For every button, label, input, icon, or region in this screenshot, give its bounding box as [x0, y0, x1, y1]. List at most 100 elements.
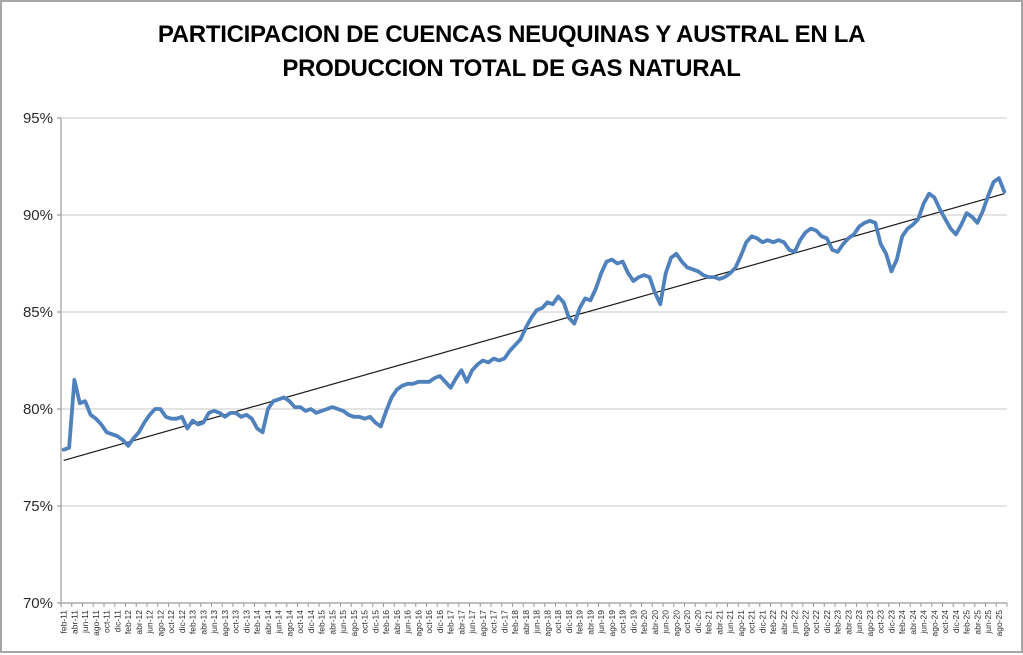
- x-tick-label: abr-24: [908, 610, 918, 635]
- y-tick-label: 70%: [23, 595, 53, 612]
- x-tick-label: jun-17: [467, 610, 477, 635]
- x-tick-label: feb-12: [123, 610, 133, 634]
- x-tick-label: oct-17: [489, 610, 499, 634]
- x-tick-label: abr-23: [843, 610, 853, 635]
- x-tick-label: oct-11: [102, 610, 112, 633]
- x-tick-label: oct-24: [940, 610, 950, 634]
- x-tick-label: jun-19: [596, 610, 606, 635]
- y-tick-label: 95%: [23, 110, 53, 127]
- x-tick-label: dic-22: [822, 610, 832, 633]
- y-tick-label: 90%: [23, 207, 53, 224]
- x-tick-label: oct-23: [876, 610, 886, 634]
- x-tick-label: oct-12: [166, 610, 176, 634]
- x-tick-label: oct-13: [231, 610, 241, 634]
- x-tick-label: feb-21: [704, 610, 714, 634]
- x-tick-label: feb-15: [317, 610, 327, 634]
- x-tick-label: oct-18: [553, 610, 563, 634]
- x-tick-label: feb-17: [446, 610, 456, 634]
- x-tick-label: dic-19: [628, 610, 638, 633]
- x-tick-label: ago-25: [994, 610, 1004, 637]
- x-tick-label: abr-15: [327, 610, 337, 635]
- x-tick-label: dic-23: [886, 610, 896, 633]
- x-tick-label: ago-12: [155, 610, 165, 637]
- x-tick-label: oct-22: [811, 610, 821, 634]
- x-tick-label: feb-24: [897, 610, 907, 634]
- x-tick-label: feb-16: [381, 610, 391, 634]
- x-tick-label: jun-12: [145, 610, 155, 635]
- x-tick-label: jun-14: [274, 610, 284, 635]
- x-tick-label: jun-16: [403, 610, 413, 635]
- x-tick-label: abr-22: [779, 610, 789, 635]
- x-tick-label: ago-19: [607, 610, 617, 637]
- x-tick-label: jun-13: [209, 610, 219, 635]
- x-tick-label: ago-18: [542, 610, 552, 637]
- x-tick-label: jun-22: [790, 610, 800, 635]
- x-tick-label: jun-20: [661, 610, 671, 635]
- y-tick-label: 80%: [23, 401, 53, 418]
- x-tick-label: jun-15: [338, 610, 348, 635]
- x-tick-label: feb-18: [510, 610, 520, 634]
- x-tick-label: ago-21: [736, 610, 746, 637]
- x-tick-label: oct-14: [295, 610, 305, 634]
- x-tick-label: abr-13: [198, 610, 208, 635]
- chart-title: PARTICIPACION DE CUENCAS NEUQUINAS Y AUS…: [2, 18, 1021, 86]
- x-tick-label: ago-20: [671, 610, 681, 637]
- x-tick-label: ago-23: [865, 610, 875, 637]
- x-tick-label: abr-18: [521, 610, 531, 635]
- x-tick-label: ago-22: [800, 610, 810, 637]
- x-tick-label: ago-14: [284, 610, 294, 637]
- x-tick-label: jun-21: [725, 610, 735, 635]
- x-tick-label: feb-22: [768, 610, 778, 634]
- x-tick-label: dic-18: [564, 610, 574, 633]
- x-tick-label: jun-11: [80, 610, 90, 634]
- x-tick-label: ago-13: [220, 610, 230, 637]
- x-tick-label: dic-15: [370, 610, 380, 633]
- x-tick-label: feb-11: [59, 610, 69, 634]
- x-tick-label: feb-23: [833, 610, 843, 634]
- x-tick-label: ago-11: [91, 610, 101, 636]
- x-tick-label: abr-12: [134, 610, 144, 635]
- x-tick-label: oct-16: [424, 610, 434, 634]
- y-tick-label: 85%: [23, 304, 53, 321]
- x-tick-label: ago-16: [413, 610, 423, 637]
- x-tick-label: jun-25: [983, 610, 993, 635]
- x-tick-label: abr-16: [392, 610, 402, 635]
- x-tick-label: feb-19: [575, 610, 585, 634]
- x-tick-label: dic-16: [435, 610, 445, 633]
- x-tick-label: abr-11: [69, 610, 79, 634]
- x-tick-label: oct-21: [747, 610, 757, 634]
- x-tick-label: feb-25: [962, 610, 972, 634]
- x-tick-label: dic-12: [177, 610, 187, 633]
- chart-title-line2: PRODUCCION TOTAL DE GAS NATURAL: [282, 55, 741, 82]
- x-tick-label: dic-14: [306, 610, 316, 633]
- x-tick-label: feb-20: [639, 610, 649, 634]
- x-tick-label: abr-19: [585, 610, 595, 635]
- x-tick-label: dic-21: [757, 610, 767, 633]
- x-tick-label: ago-17: [478, 610, 488, 637]
- x-tick-label: dic-17: [499, 610, 509, 633]
- x-tick-label: jun-18: [532, 610, 542, 635]
- x-tick-label: oct-20: [682, 610, 692, 634]
- x-tick-label: dic-13: [241, 610, 251, 633]
- x-tick-label: dic-11: [112, 610, 122, 633]
- x-tick-label: oct-15: [360, 610, 370, 634]
- data-series-line: [61, 176, 1007, 452]
- x-tick-label: jun-24: [919, 610, 929, 635]
- x-tick-label: abr-20: [650, 610, 660, 635]
- x-tick-label: abr-25: [972, 610, 982, 635]
- x-tick-label: dic-24: [951, 610, 961, 633]
- x-tick-label: oct-19: [618, 610, 628, 634]
- y-tick-label: 75%: [23, 498, 53, 515]
- x-tick-label: abr-14: [263, 610, 273, 635]
- x-tick-label: abr-17: [456, 610, 466, 635]
- x-tick-label: feb-13: [188, 610, 198, 634]
- x-tick-label: ago-15: [349, 610, 359, 637]
- x-tick-label: ago-24: [929, 610, 939, 637]
- x-tick-label: jun-23: [854, 610, 864, 635]
- x-tick-label: dic-20: [693, 610, 703, 633]
- x-tick-label: abr-21: [714, 610, 724, 635]
- x-tick-label: feb-14: [252, 610, 262, 634]
- chart-title-line1: PARTICIPACION DE CUENCAS NEUQUINAS Y AUS…: [157, 21, 866, 48]
